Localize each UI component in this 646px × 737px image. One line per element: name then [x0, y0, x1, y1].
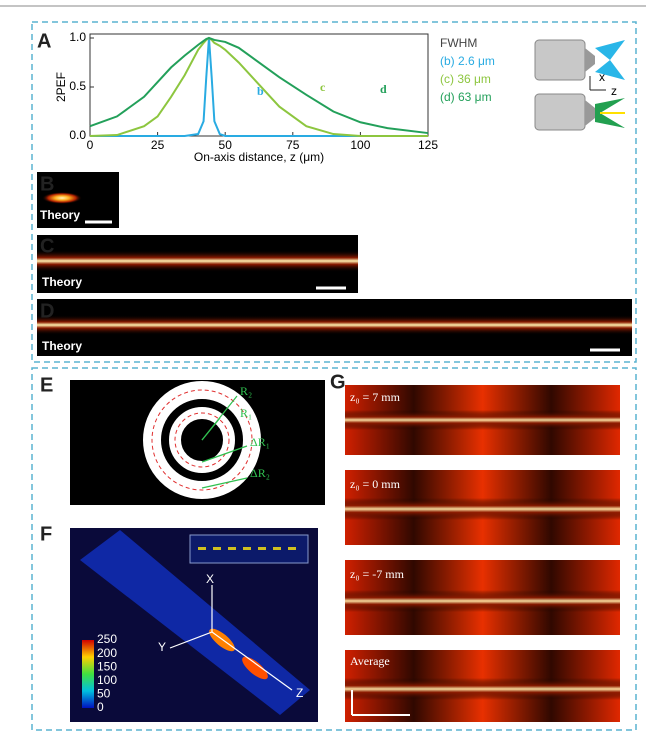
- panel-label: B: [40, 173, 54, 195]
- x-axis-label: On-axis distance, z (μm): [194, 150, 324, 164]
- x-tick-label: 0: [87, 138, 94, 152]
- ring-label: ΔR₁: [250, 435, 270, 449]
- legend-title: FWHM: [440, 36, 477, 50]
- legend-entry: (b) 2.6 μm: [440, 54, 495, 68]
- beam: [37, 250, 358, 272]
- colorbar-label: 0: [97, 700, 104, 714]
- theory-label: Theory: [42, 339, 82, 353]
- g-label: Average: [350, 654, 390, 668]
- theory-label: Theory: [42, 275, 82, 289]
- axis-3d-label: Z: [296, 686, 303, 700]
- panel-label: D: [40, 300, 54, 322]
- axis-3d-label: Y: [158, 640, 166, 654]
- beam: [37, 315, 632, 335]
- colorbar-label: 250: [97, 632, 117, 646]
- x-tick-label: 100: [350, 138, 370, 152]
- y-tick-label: 0.0: [69, 128, 86, 142]
- panel-label: F: [40, 523, 52, 545]
- g-label: z₀ = 7 mm: [350, 390, 401, 404]
- y-axis-label: 2PEF: [54, 72, 68, 102]
- y-tick-label: 1.0: [69, 30, 86, 44]
- axis-icon-label: z: [611, 84, 617, 98]
- colorbar-label: 200: [97, 646, 117, 660]
- legend-entry: (d) 63 μm: [440, 90, 492, 104]
- panel-label: A: [37, 30, 51, 52]
- panel-label: E: [40, 374, 53, 396]
- y-tick-label: 0.5: [69, 79, 86, 93]
- figure: 02550751001250.00.51.0On-axis distance, …: [0, 0, 646, 732]
- x-tick-label: 25: [151, 138, 165, 152]
- ring-label: ΔR₂: [250, 466, 270, 480]
- theory-label: Theory: [40, 208, 80, 222]
- colorbar-label: 100: [97, 673, 117, 687]
- axis-3d-label: X: [206, 572, 214, 586]
- curve-label: c: [320, 80, 326, 94]
- colorbar: [82, 640, 94, 708]
- axis-icon-label: x: [599, 70, 605, 84]
- x-tick-label: 125: [418, 138, 438, 152]
- panel-label: C: [40, 235, 54, 257]
- colorbar-label: 50: [97, 687, 111, 701]
- panel-label: G: [330, 371, 346, 393]
- g-label: z₀ = 0 mm: [350, 477, 401, 491]
- ring-label: R₂: [240, 384, 252, 398]
- ring-label: R₁: [240, 406, 252, 420]
- curve-label: d: [380, 82, 387, 96]
- g-label: z₀ = -7 mm: [350, 567, 405, 581]
- colorbar-label: 150: [97, 659, 117, 673]
- legend-entry: (c) 36 μm: [440, 72, 491, 86]
